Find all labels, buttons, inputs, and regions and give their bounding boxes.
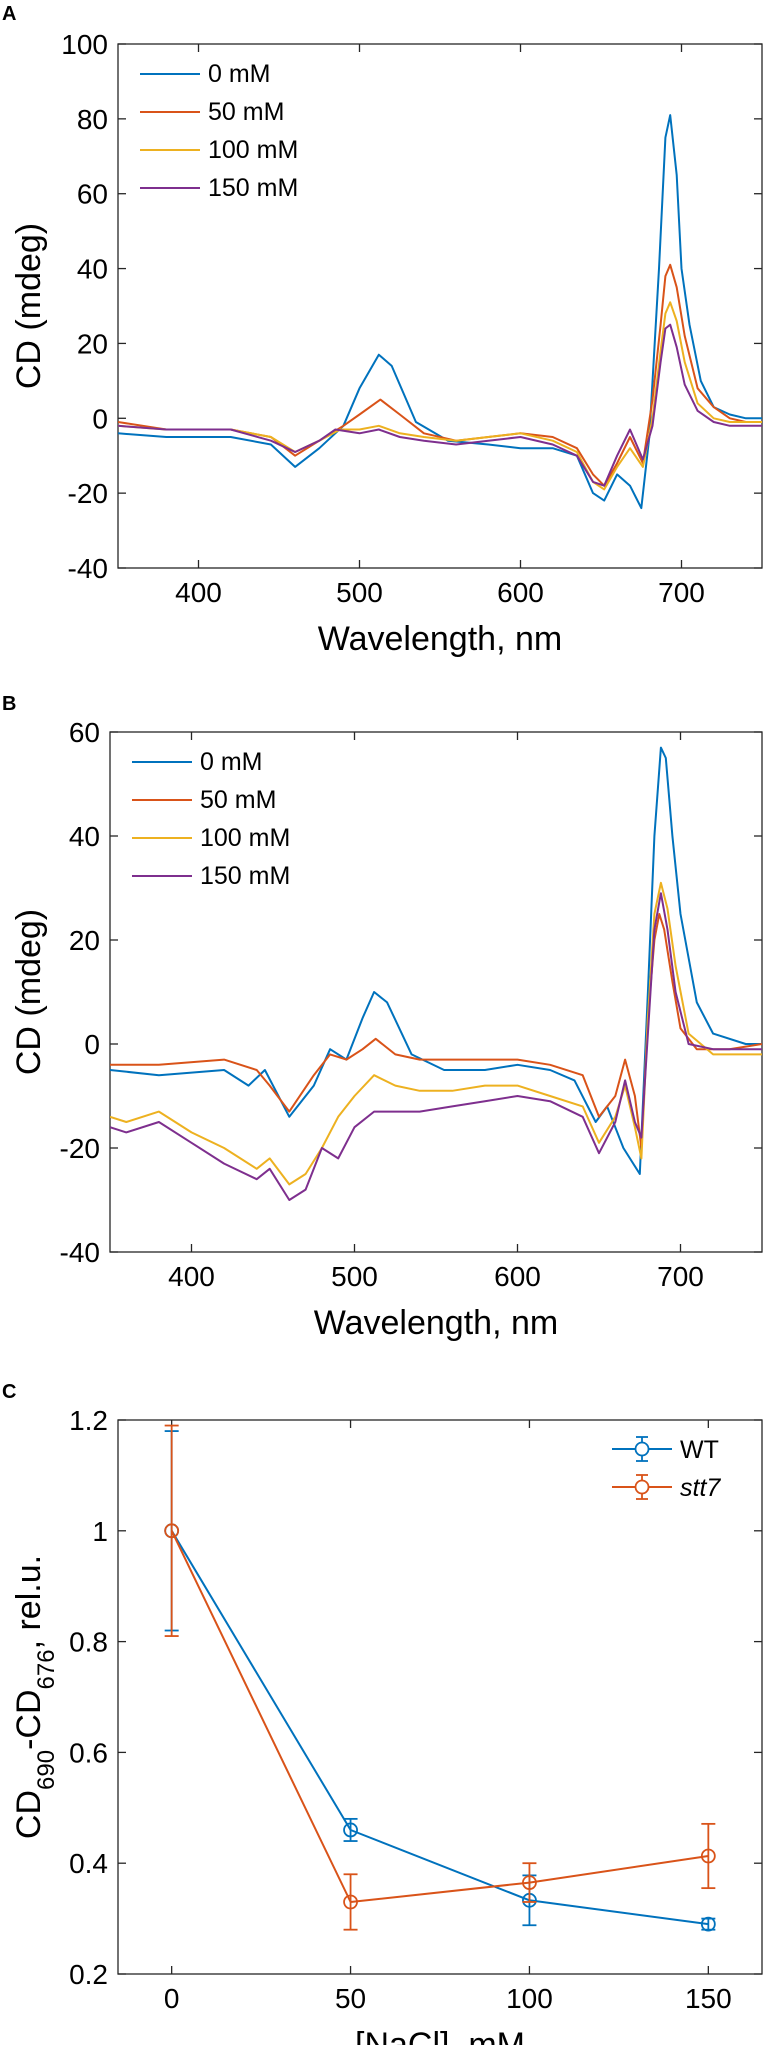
panel-a: A 400 500 600 700 -40 -20 0 20 40 60 80 100 Wavelengt… <box>2 3 763 658</box>
y-tick-label: 60 <box>69 717 100 748</box>
x-tick-label: 0 <box>164 1983 180 2014</box>
y-tick-label: -40 <box>60 1237 100 1268</box>
legend-label: 150 mM <box>200 862 290 890</box>
axes-box <box>117 43 763 569</box>
y-tick-label: 1 <box>92 1516 108 1547</box>
y-tick-label: 0 <box>92 403 108 434</box>
series-line-stt7 <box>170 1530 709 1903</box>
series-line-150-mm <box>110 892 762 1201</box>
x-tick-label: 400 <box>168 1261 215 1292</box>
plot-area <box>118 114 762 510</box>
y-tick-label: 80 <box>77 104 108 135</box>
y-tick-label: -40 <box>68 553 108 584</box>
data-point <box>522 1875 537 1890</box>
y-tick-label: 0.4 <box>69 1848 108 1879</box>
legend-label: WT <box>680 1436 719 1464</box>
legend-marker <box>634 1441 650 1457</box>
x-tick-label: 150 <box>685 1983 732 2014</box>
y-tick-label: 60 <box>77 179 108 210</box>
series-line-0-mm <box>118 114 762 510</box>
y-tick-label: 1.2 <box>69 1405 108 1436</box>
data-point <box>343 1894 358 1910</box>
x-axis-label: Wavelength, nm <box>314 1304 558 1342</box>
data-point <box>700 1848 716 1864</box>
legend-label: 50 mM <box>200 786 276 814</box>
legend-label: 0 mM <box>208 60 271 88</box>
panel-c: C 0 50 100 150 0.2 0.4 0.6 0.8 1 1.2 [NaCl], mM CD69… <box>2 1381 763 2045</box>
legend-label: 100 mM <box>208 136 298 164</box>
y-tick-label: -20 <box>68 478 108 509</box>
legend-label: 0 mM <box>200 748 263 776</box>
panel-letter: C <box>2 1381 16 1403</box>
plot-area <box>110 746 762 1201</box>
y-tick-label: 0.6 <box>69 1737 108 1768</box>
x-tick-label: 100 <box>506 1983 553 2014</box>
y-axis-label: CD690-CD676, rel.u. <box>10 1555 60 1839</box>
data-point <box>164 1523 180 1539</box>
y-axis-label-part: -CD <box>10 1689 48 1749</box>
panel-letter: A <box>2 3 16 25</box>
plot-area <box>164 1424 716 1932</box>
y-axis-label-part: 676 <box>33 1649 60 1689</box>
legend-label: stt7 <box>680 1474 721 1502</box>
series-line-150-mm <box>118 323 762 487</box>
y-tick-label: 40 <box>69 821 100 852</box>
series-line-0-mm <box>110 746 762 1175</box>
y-tick-label: 100 <box>61 29 108 60</box>
data-point <box>700 1916 716 1932</box>
legend-label: 50 mM <box>208 98 284 126</box>
x-tick-label: 400 <box>175 577 222 608</box>
y-tick-label: 0.8 <box>69 1627 108 1658</box>
panel-letter: B <box>2 693 16 715</box>
x-tick-label: 600 <box>494 1261 541 1292</box>
y-axis-label-part: CD <box>10 1790 48 1839</box>
x-axis-label: Wavelength, nm <box>318 620 562 658</box>
series-line-wt <box>170 1530 709 1926</box>
y-tick-label: 0 <box>84 1029 100 1060</box>
series-line-50-mm <box>110 913 762 1149</box>
y-tick-label: -20 <box>60 1133 100 1164</box>
x-axis-label: [NaCl], mM <box>355 2026 525 2045</box>
y-tick-label: 20 <box>69 925 100 956</box>
y-axis-label-part: , rel.u. <box>10 1555 48 1649</box>
panel-b: B 400 500 600 700 -40 -20 0 20 40 60 Wavelength, nm… <box>2 693 763 1342</box>
y-tick-label: 0.2 <box>69 1959 108 1990</box>
axes-box <box>109 731 763 1253</box>
axes-box <box>117 1419 763 1975</box>
series-line-50-mm <box>118 263 762 487</box>
y-tick-label: 40 <box>77 254 108 285</box>
legend-marker <box>634 1479 650 1495</box>
series-line-100-mm <box>110 881 762 1186</box>
x-tick-label: 500 <box>336 577 383 608</box>
y-axis-label-part: 690 <box>33 1750 60 1790</box>
x-tick-label: 600 <box>497 577 544 608</box>
data-point <box>343 1822 358 1838</box>
x-tick-label: 50 <box>335 1983 366 2014</box>
y-axis-label: CD (mdeg) <box>10 909 48 1075</box>
x-tick-label: 700 <box>657 1261 704 1292</box>
x-tick-label: 700 <box>658 577 705 608</box>
y-axis-label: CD (mdeg) <box>10 223 48 389</box>
x-tick-label: 500 <box>331 1261 378 1292</box>
y-tick-label: 20 <box>77 328 108 359</box>
legend-label: 150 mM <box>208 174 298 202</box>
legend-label: 100 mM <box>200 824 290 852</box>
